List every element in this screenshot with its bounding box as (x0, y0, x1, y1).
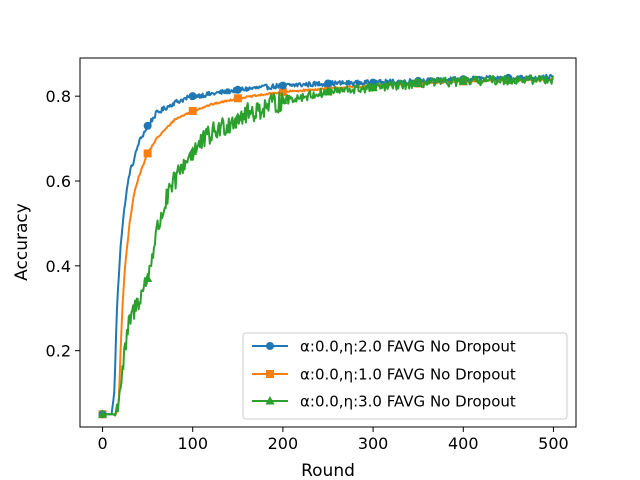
legend-swatch-marker (266, 342, 274, 350)
legend-box (242, 332, 568, 420)
series-marker (324, 79, 332, 88)
series-marker (143, 121, 152, 130)
series-marker (233, 85, 242, 94)
legend-label: α:0.0,η:2.0 FAVG No Dropout (300, 338, 516, 356)
series-marker (143, 273, 153, 283)
series-marker (188, 92, 197, 101)
series-marker (233, 94, 242, 103)
series-marker (278, 81, 287, 90)
series-marker (233, 112, 243, 121)
series-marker (503, 75, 513, 84)
legend-label: α:0.0,η:3.0 FAVG No Dropout (300, 393, 516, 411)
x-tick-label: 200 (268, 434, 299, 453)
y-tick-label: 0.8 (46, 87, 71, 106)
series-marker (323, 86, 333, 96)
y-axis-label: Accuracy (12, 203, 32, 281)
series-marker (278, 95, 288, 104)
series-marker (458, 76, 468, 85)
series-3 (97, 74, 555, 418)
legend-entry: α:0.0,η:2.0 FAVG No Dropout (252, 338, 516, 356)
series-marker (368, 82, 378, 92)
legend-label: α:0.0,η:1.0 FAVG No Dropout (300, 366, 516, 384)
legend-entry: α:0.0,η:1.0 FAVG No Dropout (252, 366, 516, 384)
legend-swatch-marker (265, 396, 275, 405)
x-tick-label: 300 (358, 434, 389, 453)
series-marker (278, 87, 287, 96)
x-tick-label: 100 (177, 434, 208, 453)
legend-swatch-marker (266, 370, 274, 378)
series-marker (143, 149, 152, 158)
y-tick-label: 0.2 (46, 342, 71, 361)
series-marker (188, 146, 198, 155)
series-layer (97, 73, 555, 419)
x-tick-label: 500 (538, 434, 569, 453)
x-tick-label: 0 (97, 434, 107, 453)
x-tick-label: 400 (448, 434, 479, 453)
y-tick-label: 0.6 (46, 172, 71, 191)
series-marker (97, 409, 108, 418)
legend-entry: α:0.0,η:3.0 FAVG No Dropout (252, 393, 516, 411)
series-marker (413, 78, 423, 87)
legend-items: α:0.0,η:2.0 FAVG No Dropout α:0.0,η:1.0 F… (252, 338, 516, 411)
x-axis-label: Round (301, 461, 355, 480)
y-tick-label: 0.4 (46, 257, 71, 276)
axes-layer: 0 100 200 300 400 500 0.2 0.4 0.6 0.8 (46, 87, 569, 453)
plot-frame (79, 57, 577, 428)
series-marker (188, 107, 197, 116)
legend: α:0.0,η:2.0 FAVG No Dropout α:0.0,η:1.0 F… (242, 332, 568, 420)
